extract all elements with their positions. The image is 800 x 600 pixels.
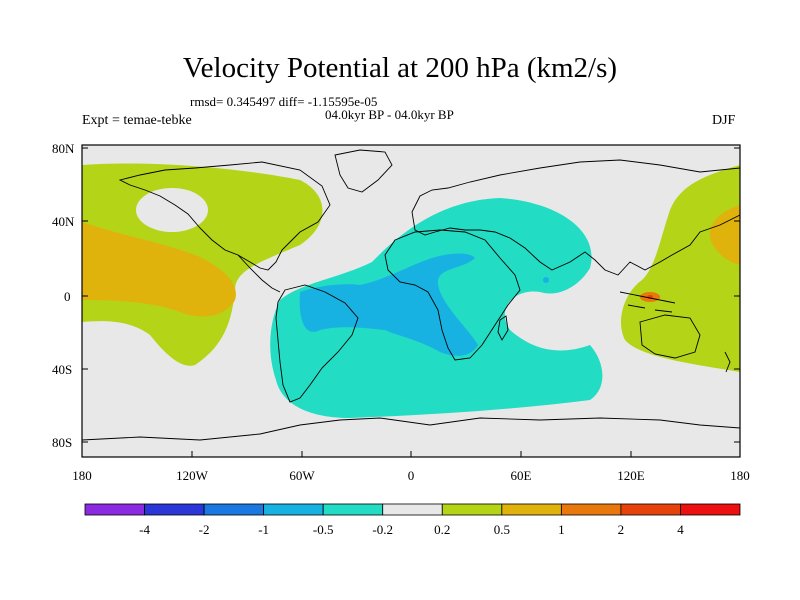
colorbar-label: -1 <box>258 522 269 537</box>
lon-label-60w: 60W <box>289 468 315 483</box>
colorbar-swatch <box>322 503 384 516</box>
lat-label-0: 0 <box>64 289 71 304</box>
coast-greenland <box>334 149 393 193</box>
season-label: DJF <box>712 113 736 128</box>
coast-africa <box>384 229 521 361</box>
coastlines <box>82 149 740 441</box>
period-text: 04.0kyr BP - 04.0kyr BP <box>325 107 454 122</box>
colorbar-swatch <box>84 503 145 516</box>
map-title: Velocity Potential at 200 hPa (km2/s) <box>182 52 618 84</box>
colorbar-swatch <box>620 503 681 516</box>
contour-pos-05-east <box>709 205 740 265</box>
contour-fields <box>82 163 740 418</box>
lon-label-60e: 60E <box>511 468 532 483</box>
coast-south-america <box>275 284 359 403</box>
contour-neg-05 <box>299 253 478 356</box>
contour-pos-02-east <box>621 165 740 372</box>
colorbar-label: -2 <box>199 522 210 537</box>
contour-neg-05-small <box>543 277 549 283</box>
coast-madagascar <box>497 315 509 341</box>
colorbar-swatch <box>144 503 205 516</box>
coast-eurasia <box>411 159 740 276</box>
colorbar-label: 1 <box>558 522 565 537</box>
colorbar-swatch <box>680 503 741 516</box>
axis-ticks <box>81 147 741 457</box>
lon-label-180w: 180 <box>72 468 92 483</box>
lon-label-0: 0 <box>408 468 415 483</box>
colorbar: -4 -2 -1 -0.5 -0.2 0.2 0.5 1 2 4 <box>84 503 741 537</box>
coast-indonesia <box>619 291 676 313</box>
colorbar-swatch <box>501 503 562 516</box>
lat-label-80n: 80N <box>52 141 75 156</box>
colorbar-label: 0.2 <box>434 522 450 537</box>
lat-label-80s: 80S <box>52 435 72 450</box>
colorbar-swatch <box>263 503 324 516</box>
colorbar-label: -4 <box>139 522 150 537</box>
lat-label-40n: 40N <box>52 214 75 229</box>
experiment-label: Expt = temae-tebke <box>82 113 192 128</box>
contour-pos-05-west <box>82 222 236 317</box>
lon-label-120e: 120E <box>617 468 645 483</box>
rmsd-diff-text: rmsd= 0.345497 diff= -1.15595e-05 <box>190 94 378 109</box>
coast-central-america <box>237 254 281 293</box>
colorbar-swatch <box>382 503 443 516</box>
coast-north-america <box>118 161 331 271</box>
lon-label-120w: 120W <box>176 468 209 483</box>
colorbar-label: 2 <box>618 522 625 537</box>
coast-new-zealand <box>724 351 731 373</box>
colorbar-label: 4 <box>677 522 684 537</box>
colorbar-swatch <box>560 503 622 516</box>
colorbar-label: 0.5 <box>494 522 510 537</box>
colorbar-swatch <box>441 503 503 516</box>
colorbar-label: -0.5 <box>313 522 334 537</box>
colorbar-swatch <box>203 503 265 516</box>
contour-zero-hole-nw <box>136 188 208 232</box>
lat-label-40s: 40S <box>52 362 72 377</box>
colorbar-label: -0.2 <box>372 522 393 537</box>
coast-antarctica <box>82 417 740 441</box>
coast-australia <box>639 314 701 359</box>
lon-label-180e: 180 <box>730 468 750 483</box>
